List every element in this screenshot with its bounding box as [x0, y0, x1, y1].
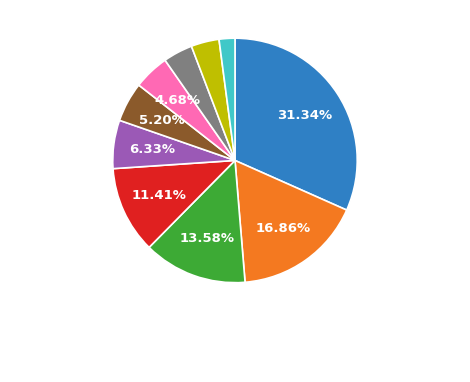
Wedge shape: [119, 85, 235, 160]
Wedge shape: [235, 160, 347, 282]
Text: 16.86%: 16.86%: [256, 222, 311, 235]
Text: 6.33%: 6.33%: [130, 143, 176, 156]
Wedge shape: [149, 160, 245, 283]
Text: 13.58%: 13.58%: [179, 232, 234, 245]
Text: 31.34%: 31.34%: [277, 108, 332, 121]
Wedge shape: [113, 160, 235, 248]
Text: 11.41%: 11.41%: [132, 189, 187, 202]
Wedge shape: [219, 38, 235, 160]
Wedge shape: [113, 120, 235, 169]
Text: 4.68%: 4.68%: [155, 94, 201, 107]
Wedge shape: [191, 39, 235, 160]
Wedge shape: [235, 38, 357, 210]
Wedge shape: [139, 60, 235, 160]
Wedge shape: [165, 46, 235, 160]
Text: 5.20%: 5.20%: [139, 114, 185, 127]
